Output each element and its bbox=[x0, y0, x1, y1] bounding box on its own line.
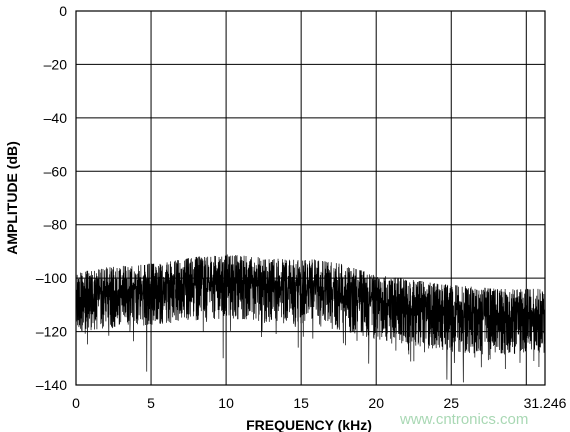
x-axis-ticks: 0 5 10 15 20 25 31.246 bbox=[72, 395, 567, 411]
y-axis-ticks: 0 –20 –40 –60 –80 –100 –120 –140 bbox=[36, 3, 67, 393]
x-tick-label: 10 bbox=[218, 395, 234, 411]
x-tick-label: 5 bbox=[147, 395, 155, 411]
x-axis-title: FREQUENCY (kHz) bbox=[246, 417, 372, 432]
y-axis-title: AMPLITUDE (dB) bbox=[4, 141, 20, 255]
y-tick-label: –40 bbox=[44, 110, 68, 126]
y-tick-label: –120 bbox=[36, 324, 67, 340]
y-tick-label: –100 bbox=[36, 270, 67, 286]
spectrum-series-line bbox=[75, 254, 546, 383]
x-tick-label: 15 bbox=[293, 395, 309, 411]
watermark-text: www.cntronics.com bbox=[399, 411, 528, 428]
y-tick-label: 0 bbox=[59, 3, 67, 19]
y-tick-label: –140 bbox=[36, 377, 67, 393]
y-tick-label: –60 bbox=[44, 163, 68, 179]
x-tick-label: 20 bbox=[368, 395, 384, 411]
x-tick-label: 31.246 bbox=[524, 395, 567, 411]
y-tick-label: –80 bbox=[44, 217, 68, 233]
x-tick-label: 25 bbox=[443, 395, 459, 411]
x-tick-label: 0 bbox=[72, 395, 80, 411]
plot-frame bbox=[75, 10, 546, 386]
y-tick-label: –20 bbox=[44, 56, 68, 72]
